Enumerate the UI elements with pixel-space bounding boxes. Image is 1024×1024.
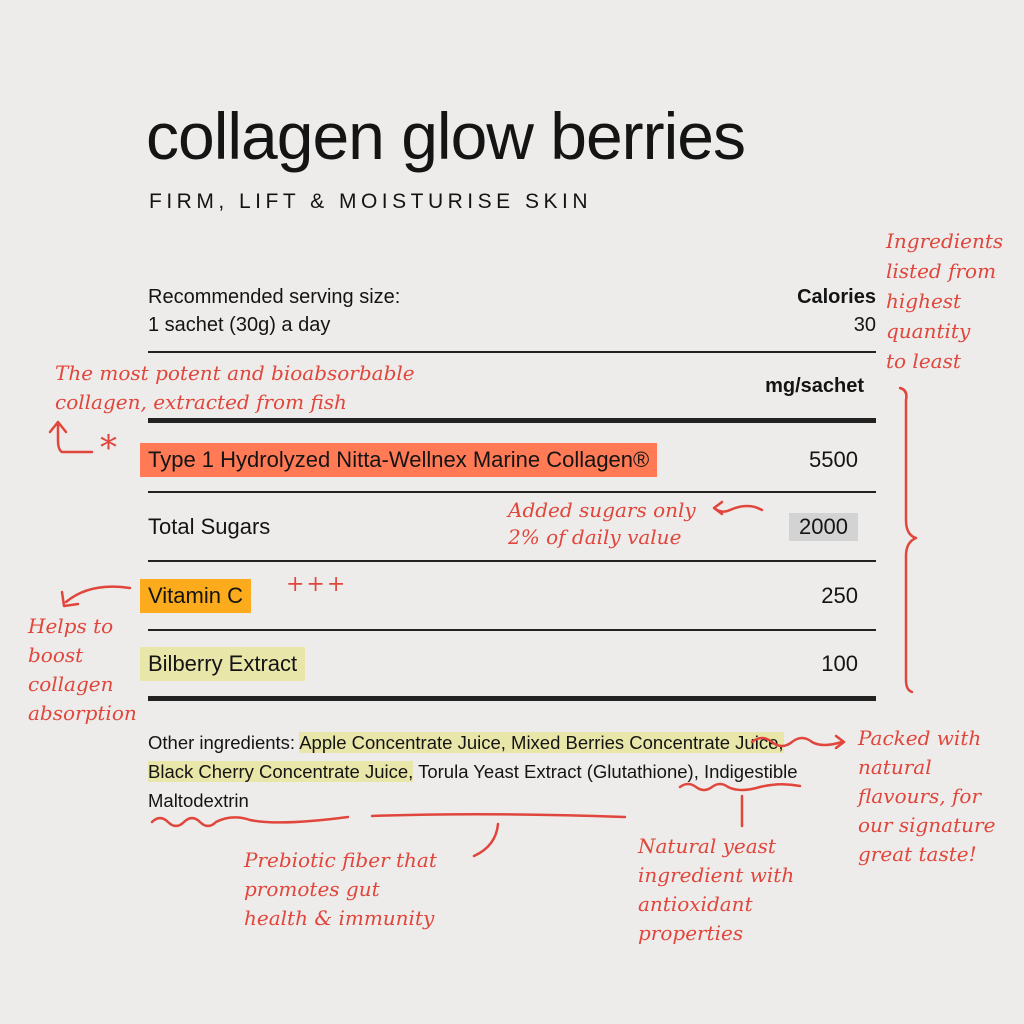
divider: [148, 351, 876, 353]
annotation-vitamin: Helps to boost collagen absorption: [28, 612, 137, 728]
ingredient-name: Bilberry Extract: [140, 647, 306, 681]
note-line: flavours, for: [858, 784, 982, 808]
ingredient-name: Type 1 Hydrolyzed Nitta-Wellnex Marine C…: [140, 443, 658, 477]
ingredient-value: 100: [821, 651, 858, 676]
note-line: The most potent and bioabsorbable: [55, 361, 415, 385]
note-line: collagen, extracted from fish: [55, 390, 347, 414]
note-line: 2% of daily value: [508, 525, 682, 549]
ingredient-name: Total Sugars: [148, 514, 271, 539]
maltodextrin-ingredient: Indigestible Maltodextrin: [148, 761, 798, 811]
note-line: Prebiotic fiber that: [244, 848, 437, 872]
other-ingredients: Other ingredients: Apple Concentrate Jui…: [148, 728, 828, 815]
note-line: health & immunity: [244, 906, 435, 930]
underline: [370, 812, 627, 819]
ingredient-value: 2000: [789, 513, 858, 541]
serving-size: Recommended serving size: 1 sachet (30g)…: [148, 283, 400, 339]
divider-thick: [148, 696, 876, 701]
asterisk-icon: *: [100, 428, 117, 468]
note-line: natural: [858, 755, 932, 779]
note-line: listed from: [886, 259, 997, 283]
table-row: Type 1 Hydrolyzed Nitta-Wellnex Marine C…: [140, 443, 876, 477]
divider-thick: [148, 418, 876, 423]
wavy-underline: [678, 782, 802, 792]
note-line: properties: [638, 921, 744, 945]
note-line: Packed with: [858, 726, 982, 750]
note-line: Natural yeast: [638, 834, 776, 858]
arrow-left-icon: [712, 500, 764, 516]
note-line: boost: [28, 643, 84, 667]
calories-value: 30: [853, 314, 876, 336]
yeast-ingredient: Torula Yeast Extract (Glutathione),: [418, 761, 699, 782]
annotation-prebiotic: Prebiotic fiber that promotes gut health…: [244, 846, 437, 933]
arrow-curved-icon: [60, 585, 132, 608]
note-line: Ingredients: [886, 229, 1004, 253]
curve-pointer: [472, 822, 500, 858]
bracket-icon: [898, 386, 918, 694]
vitamin-marks: +++: [286, 572, 348, 597]
table-row: Total Sugars 2000: [140, 510, 876, 544]
divider: [148, 560, 876, 562]
serving-label: Recommended serving size:: [148, 286, 401, 308]
wavy-arrow-icon: [750, 734, 846, 750]
note-line: to least: [886, 349, 961, 373]
wavy-underline: [150, 815, 350, 828]
ingredient-value: 5500: [809, 447, 858, 472]
note-line: ingredient with: [638, 863, 795, 887]
divider: [148, 491, 876, 493]
divider: [148, 629, 876, 631]
product-title: collagen glow berries: [146, 99, 746, 173]
table-row: Bilberry Extract 100: [140, 647, 876, 681]
note-line: promotes gut: [244, 877, 380, 901]
note-line: great taste!: [858, 842, 977, 866]
note-line: our signature: [858, 813, 996, 837]
calories: Calories 30: [797, 283, 876, 339]
annotation-collagen: The most potent and bioabsorbable collag…: [55, 359, 415, 417]
table-row: Vitamin C 250: [140, 579, 876, 613]
note-line: highest: [886, 289, 962, 313]
unit-header: mg/sachet: [765, 375, 864, 397]
serving-value: 1 sachet (30g) a day: [148, 314, 331, 336]
note-line: Added sugars only: [508, 498, 696, 522]
note-line: collagen: [28, 672, 114, 696]
annotation-yeast: Natural yeast ingredient with antioxidan…: [638, 832, 794, 948]
note-line: quantity: [886, 319, 971, 343]
calories-label: Calories: [797, 286, 876, 308]
annotation-flavours: Packed with natural flavours, for our si…: [858, 724, 995, 869]
annotation-sugars: Added sugars only 2% of daily value: [508, 497, 696, 551]
note-line: absorption: [28, 701, 137, 725]
product-subtitle: FIRM, LIFT & MOISTURISE SKIN: [149, 190, 592, 213]
ingredient-name: Vitamin C: [140, 579, 251, 613]
arrow-up-left-icon: [48, 420, 94, 454]
note-line: antioxidant: [638, 892, 753, 916]
annotation-order: Ingredients listed from highest quantity…: [886, 226, 1003, 376]
ingredient-value: 250: [821, 583, 858, 608]
other-label: Other ingredients:: [148, 732, 296, 753]
note-line: Helps to: [28, 614, 114, 638]
